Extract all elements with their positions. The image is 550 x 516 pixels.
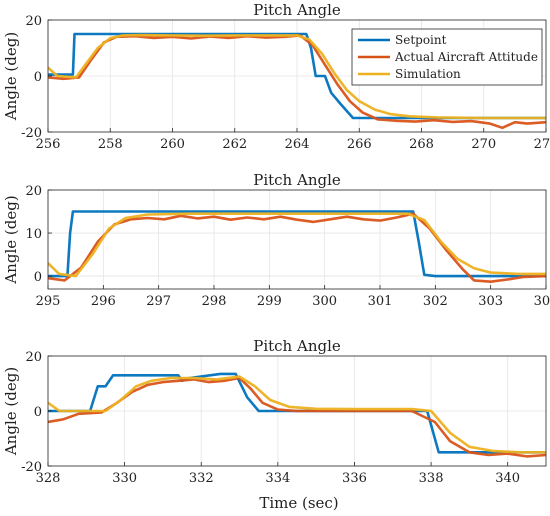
legend: Setpoint Actual Aircraft Attitude Simulati… xyxy=(351,28,543,86)
x-tick-label: 262 xyxy=(222,137,247,152)
x-tick-label: 299 xyxy=(257,294,282,309)
chart-panel-3: 328 330 332 334 336 338 340 -20 0 20 Pitch Angle An… xyxy=(2,337,547,486)
chart-title: Pitch Angle xyxy=(253,337,341,355)
x-tick-label: 334 xyxy=(265,471,290,486)
x-tick-label: 303 xyxy=(478,294,503,309)
y-tick-label: -20 xyxy=(21,126,42,141)
x-tick-label: 340 xyxy=(495,471,520,486)
x-tick-label: 268 xyxy=(409,137,434,152)
axes-box xyxy=(47,189,547,290)
y-tick-label: 0 xyxy=(34,70,42,85)
legend-label: Simulation xyxy=(395,67,461,81)
x-tick-label: 336 xyxy=(342,471,367,486)
x-tick-label: 266 xyxy=(347,137,372,152)
x-tick-label: 332 xyxy=(189,471,214,486)
x-tick-label: 256 xyxy=(36,137,61,152)
y-tick-label: -20 xyxy=(21,460,42,475)
x-tick-label: 270 xyxy=(471,137,496,152)
x-tick-label: 296 xyxy=(91,294,116,309)
x-tick-label: 264 xyxy=(285,137,310,152)
series-line-setpoint xyxy=(48,32,546,120)
x-tick-label: 301 xyxy=(368,294,393,309)
x-tick-label: 338 xyxy=(419,471,444,486)
chart-title: Pitch Angle xyxy=(253,171,341,189)
series-line-simulation xyxy=(48,375,546,454)
x-tick-label: 304 xyxy=(534,294,550,309)
x-tick-label: 272 xyxy=(534,137,550,152)
series-line-simulation xyxy=(48,212,546,278)
y-tick-label: 20 xyxy=(25,14,42,29)
y-tick-label: 10 xyxy=(25,227,42,242)
chart-panel-2: 295 296 297 298 299 300 301 302 303 304 0 10 20 Pitch… xyxy=(2,171,550,309)
x-tick-label: 258 xyxy=(98,137,123,152)
series-line-simulation xyxy=(48,33,546,120)
x-tick-label: 330 xyxy=(112,471,137,486)
y-tick-label: 0 xyxy=(34,270,42,285)
chart-title: Pitch Angle xyxy=(253,1,341,19)
x-tick-label: 302 xyxy=(423,294,448,309)
y-axis-label: Angle (deg) xyxy=(2,367,20,456)
chart-panel-1: 256 258 260 262 264 266 268 270 272 -20 0 20 Pitch A… xyxy=(2,1,550,152)
x-tick-label: 260 xyxy=(160,137,185,152)
y-tick-label: 20 xyxy=(25,184,42,199)
y-tick-label: 0 xyxy=(34,405,42,420)
y-axis-label: Angle (deg) xyxy=(2,32,20,121)
plot-area xyxy=(48,190,546,289)
x-tick-label: 328 xyxy=(36,471,61,486)
legend-label: Setpoint xyxy=(395,33,447,47)
panels: 256 258 260 262 264 266 268 270 272 -20 0 20 Pitch A… xyxy=(2,1,550,486)
x-tick-label: 298 xyxy=(202,294,227,309)
x-tick-label: 300 xyxy=(312,294,337,309)
y-axis-label: Angle (deg) xyxy=(2,195,20,284)
legend-label: Actual Aircraft Attitude xyxy=(394,50,538,64)
x-tick-label: 297 xyxy=(146,294,171,309)
series-line-setpoint xyxy=(48,210,546,278)
x-tick-label: 295 xyxy=(36,294,61,309)
series-line-actual-aircraft-attitude xyxy=(48,212,546,283)
x-axis-label: Time (sec) xyxy=(259,494,338,512)
y-tick-label: 20 xyxy=(25,350,42,365)
